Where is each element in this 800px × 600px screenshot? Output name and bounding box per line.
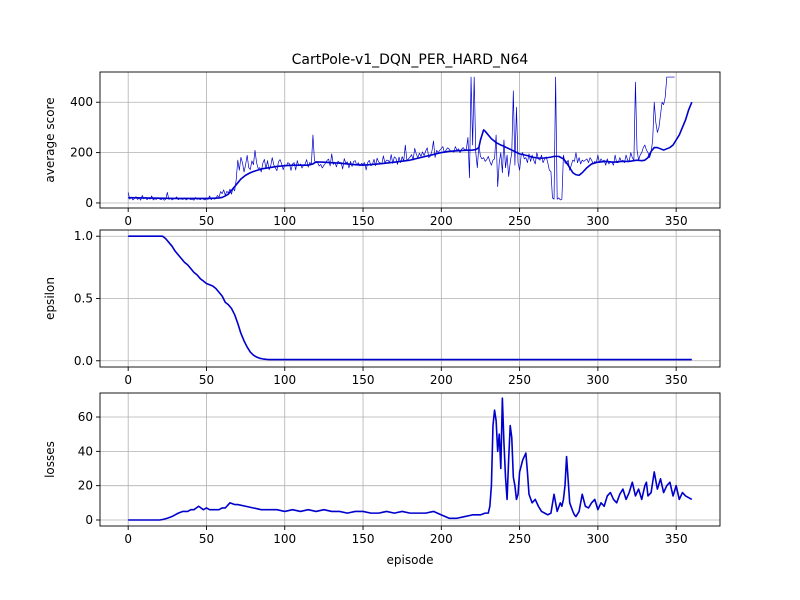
x-tick-label: 50 bbox=[199, 214, 214, 228]
x-tick-label: 150 bbox=[352, 373, 375, 387]
chart-title: CartPole-v1_DQN_PER_HARD_N64 bbox=[292, 52, 529, 68]
x-tick-label: 350 bbox=[665, 373, 688, 387]
y-tick-label: 1.0 bbox=[74, 229, 93, 243]
series-line-score-thick bbox=[128, 101, 693, 200]
subplot-losses: 0 50 100 150 200 250 300 350 0 20 40 60 losses episod… bbox=[43, 392, 721, 567]
subplot-epsilon: 0 50 100 150 200 250 300 350 0.0 0.5 1.0 epsilon bbox=[43, 229, 721, 387]
x-tick-label: 100 bbox=[273, 532, 296, 546]
x-tick-label: 250 bbox=[508, 532, 531, 546]
x-tick-label: 0 bbox=[124, 532, 132, 546]
x-tick-label: 350 bbox=[665, 532, 688, 546]
series-line-score-thin bbox=[127, 76, 675, 201]
x-tick-label: 100 bbox=[273, 214, 296, 228]
x-tick-label: 350 bbox=[665, 214, 688, 228]
x-tick-label: 300 bbox=[586, 532, 609, 546]
y-tick-label: 0.5 bbox=[74, 292, 93, 306]
y-tick-label: 20 bbox=[78, 479, 93, 493]
x-tick-label: 150 bbox=[352, 532, 375, 546]
axes-frame bbox=[99, 71, 721, 209]
x-tick-label: 0 bbox=[124, 214, 132, 228]
x-tick-label: 300 bbox=[586, 373, 609, 387]
x-tick-label: 250 bbox=[508, 214, 531, 228]
subplot-score: 0 50 100 150 200 250 300 350 0 200 400 average scor… bbox=[43, 71, 721, 228]
x-tick-label: 200 bbox=[430, 214, 453, 228]
y-tick-label: 0 bbox=[85, 196, 93, 210]
x-axis-label: episode bbox=[387, 553, 434, 567]
x-tick-label: 150 bbox=[352, 214, 375, 228]
x-tick-label: 0 bbox=[124, 373, 132, 387]
x-tick-label: 200 bbox=[430, 373, 453, 387]
x-tick-label: 250 bbox=[508, 373, 531, 387]
y-axis-label: epsilon bbox=[43, 277, 57, 320]
y-tick-label: 200 bbox=[70, 146, 93, 160]
x-tick-label: 100 bbox=[273, 373, 296, 387]
x-tick-label: 50 bbox=[199, 373, 214, 387]
series-line-losses-thick bbox=[128, 397, 693, 521]
y-tick-label: 0 bbox=[85, 513, 93, 527]
y-axis-label: average score bbox=[43, 97, 57, 182]
y-tick-label: 40 bbox=[78, 444, 93, 458]
x-tick-label: 50 bbox=[199, 532, 214, 546]
x-tick-label: 200 bbox=[430, 532, 453, 546]
series-line-epsilon-thick bbox=[128, 235, 692, 361]
y-axis-label: losses bbox=[43, 441, 57, 478]
x-tick-label: 300 bbox=[586, 214, 609, 228]
y-tick-label: 0.0 bbox=[74, 354, 93, 368]
y-tick-label: 60 bbox=[78, 410, 93, 424]
axes-frame bbox=[99, 392, 721, 527]
y-tick-label: 400 bbox=[70, 95, 93, 109]
